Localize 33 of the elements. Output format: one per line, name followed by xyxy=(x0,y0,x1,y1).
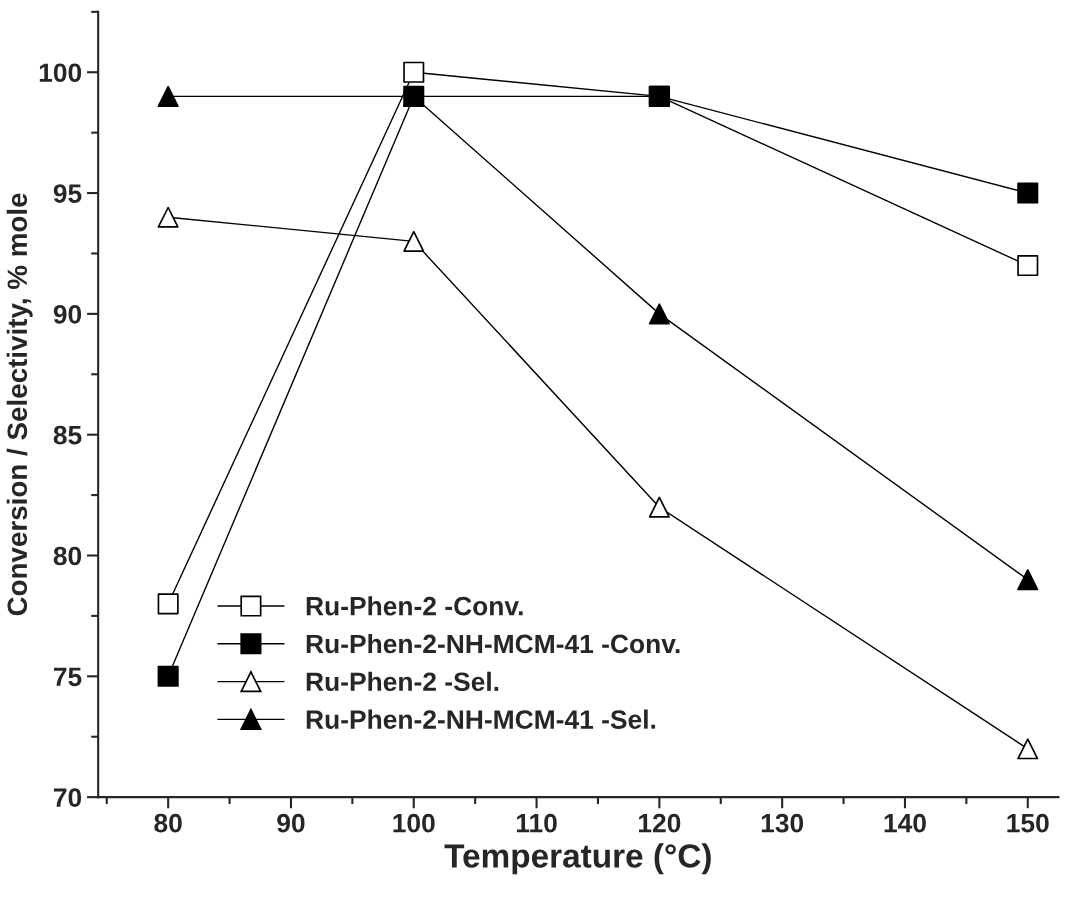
point xyxy=(648,496,670,518)
point xyxy=(1017,182,1039,204)
point xyxy=(157,85,179,107)
point xyxy=(1017,569,1039,591)
y-tick-label: 70 xyxy=(53,788,82,807)
x-tick-label: 110 xyxy=(516,813,557,833)
x-tick-label: 140 xyxy=(884,813,926,833)
y-tick-label: 80 xyxy=(53,546,82,566)
y-tick-label: 75 xyxy=(53,667,82,687)
point xyxy=(1017,738,1039,760)
point xyxy=(403,230,425,252)
x-tick-label: 90 xyxy=(277,813,305,833)
x-axis-title: Temperature (°C) xyxy=(444,843,711,875)
x-tick-label: 150 xyxy=(1007,813,1049,833)
x-tick-label: 80 xyxy=(154,813,182,833)
x-tick-label: 120 xyxy=(639,813,681,833)
point xyxy=(403,61,425,83)
y-tick-label: 85 xyxy=(53,425,82,445)
point xyxy=(648,303,670,325)
x-tick-label: 100 xyxy=(393,813,435,833)
y-axis-title: Conversion / Selectivity, % mole xyxy=(6,193,33,616)
y-tick-label: 95 xyxy=(53,184,82,203)
y-tick-label: 100 xyxy=(39,63,82,83)
legend-label: Ru-Phen-2-NH-MCM-41 -Sel. xyxy=(306,709,656,729)
point xyxy=(1017,254,1039,277)
y-tick-label: 90 xyxy=(53,305,82,324)
point xyxy=(157,206,179,228)
legend-label: Ru-Phen-2-NH-MCM-41 -Conv. xyxy=(306,633,680,654)
point xyxy=(157,593,179,615)
x-tick-label: 130 xyxy=(761,813,804,833)
legend-label: Ru-Phen-2 -Sel. xyxy=(306,671,499,692)
point xyxy=(157,665,179,687)
legend-label: Ru-Phen-2 -Conv. xyxy=(306,596,523,616)
